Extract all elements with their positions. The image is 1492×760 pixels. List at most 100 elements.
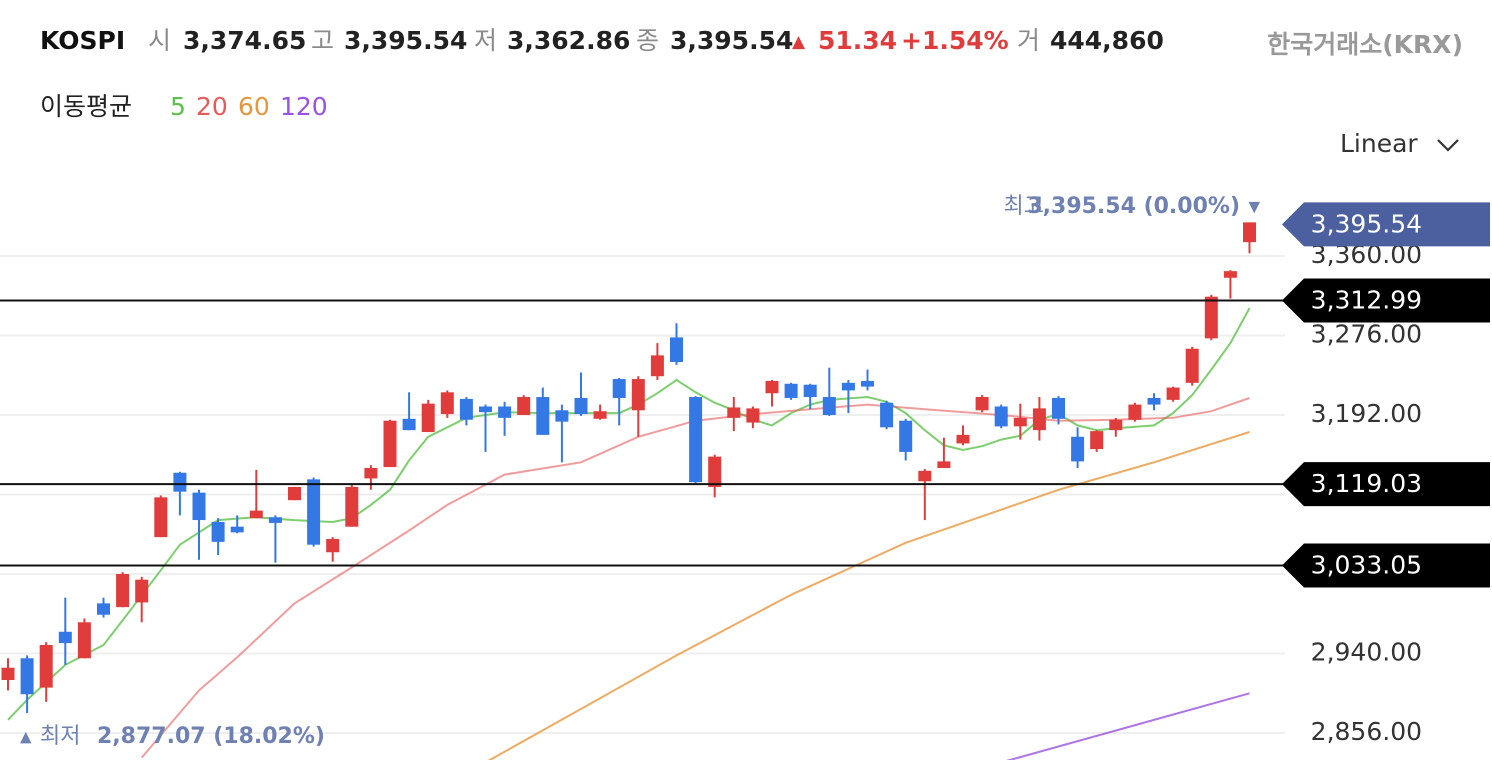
candle-body (421, 403, 435, 433)
candle-body (1166, 387, 1180, 400)
candle-body (116, 574, 130, 608)
candle-body (77, 622, 91, 659)
close-label: 종 (636, 26, 659, 55)
candle-body (536, 397, 550, 435)
candle-body (498, 406, 512, 418)
candle-body (765, 380, 779, 394)
candle-body (249, 510, 263, 519)
candle-body (1, 667, 15, 681)
candle-body (1204, 296, 1218, 339)
candle-body (345, 486, 359, 527)
candle-body (956, 434, 970, 444)
candle-body (1109, 419, 1123, 431)
low-annotation-label: 최저 (40, 724, 80, 749)
candle-body (822, 397, 836, 416)
candle-body (1013, 417, 1027, 427)
candle-body (670, 337, 683, 363)
candle-body (555, 410, 569, 422)
candle-body (880, 402, 894, 428)
change-pct: +1.54% (901, 26, 1009, 55)
price-tag (1282, 462, 1490, 507)
candle-body (975, 397, 989, 411)
open-label: 시 (148, 26, 171, 55)
candle-body (517, 397, 531, 416)
y-tick-label: 2,856.00 (1311, 717, 1422, 746)
candle-body (727, 407, 741, 418)
candle-body (383, 420, 397, 468)
candle-body (784, 383, 798, 398)
candle-body (937, 461, 951, 469)
legend-item: 120 (280, 92, 328, 121)
moving-average-line (1006, 692, 1250, 760)
candle-body (1223, 271, 1237, 278)
dropdown-chevron[interactable] (1437, 139, 1459, 152)
candle-body (593, 411, 607, 419)
source: 한국거래소(KRX) (1267, 30, 1463, 59)
price-tag-label: 3,119.03 (1311, 469, 1422, 498)
volume-value: 444,860 (1050, 26, 1164, 55)
candle-body (97, 603, 110, 615)
candle-body (192, 492, 206, 521)
open-value: 3,374.65 (183, 26, 306, 55)
candle-body (631, 379, 645, 411)
candle-body (459, 398, 473, 420)
moving-average-line (487, 431, 1250, 760)
candle-body (1090, 431, 1104, 450)
volume-label: 거 (1017, 26, 1040, 55)
high-annotation-marker: ▼ (1248, 198, 1260, 216)
candle-body (612, 379, 626, 398)
candle-body (746, 408, 760, 423)
low-annotation-text: 2,877.07 (18.02%) (97, 724, 325, 749)
candle-body (689, 397, 703, 483)
candle-body (918, 470, 932, 482)
candle-body (1128, 404, 1142, 420)
y-tick-label: 3,192.00 (1311, 399, 1422, 428)
candle-body (154, 497, 168, 538)
current-price-tag (1282, 202, 1490, 247)
candle-body (307, 479, 321, 545)
plot-area (1, 222, 1256, 760)
candle-body (39, 645, 53, 688)
candle-body (173, 472, 187, 492)
candle-body (1032, 408, 1046, 431)
candle-body (230, 526, 244, 533)
scale-selector[interactable]: Linear (1340, 129, 1418, 158)
price-tag-label: 3,033.05 (1311, 550, 1422, 579)
low-value: 3,362.86 (507, 26, 630, 55)
candle-body (574, 397, 588, 415)
legend-title: 이동평균 (40, 92, 132, 121)
change-arrow: ▲ (792, 32, 806, 52)
close-value: 3,395.54 (670, 26, 793, 55)
candle-body (1185, 348, 1199, 383)
candle-body (841, 382, 855, 391)
candle-body (364, 468, 378, 479)
candle-body (899, 420, 913, 452)
price-tag (1282, 543, 1490, 588)
y-tick-label: 2,940.00 (1311, 638, 1422, 667)
low-label: 저 (474, 26, 497, 55)
high-value: 3,395.54 (344, 26, 467, 55)
legend-item: 5 (170, 92, 186, 121)
candle-body (1147, 397, 1161, 405)
candle-body (1071, 436, 1085, 462)
change: 51.34 (818, 26, 897, 55)
current-price-label: 3,395.54 (1311, 209, 1422, 238)
candle-body (326, 538, 340, 553)
candle-body (708, 456, 722, 487)
candle-body (479, 406, 492, 413)
candle-body (650, 355, 664, 377)
y-tick-label: 3,276.00 (1311, 320, 1422, 349)
price-tag-label: 3,312.99 (1311, 285, 1422, 314)
candle-body (20, 658, 34, 695)
candle-body (861, 380, 874, 387)
candle-body (288, 486, 301, 501)
candle-body (58, 631, 72, 644)
candle-body (402, 418, 416, 431)
high-label: 고 (311, 26, 334, 55)
candle-body (135, 579, 149, 603)
price-tag (1282, 278, 1490, 323)
candle-body (803, 384, 817, 398)
high-annotation-label: 최고 (1004, 194, 1044, 219)
